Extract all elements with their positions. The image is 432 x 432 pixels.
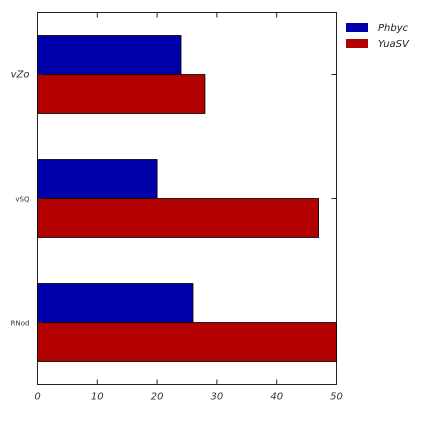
bar-YuaSV-RNod bbox=[37, 322, 337, 362]
y-tick-label: RNod bbox=[11, 320, 30, 328]
legend-swatch-series-1 bbox=[346, 23, 368, 32]
legend-label-series-2: YuaSV bbox=[378, 39, 410, 50]
x-tick-label: 30 bbox=[211, 392, 224, 403]
y-axis: vZo vSQ RNod bbox=[11, 70, 337, 328]
bar-Phbyc-RNod bbox=[37, 283, 194, 323]
x-tick-label: 20 bbox=[151, 392, 164, 403]
bars-layer bbox=[37, 35, 337, 362]
legend: Phbyc YuaSV bbox=[346, 23, 410, 50]
bar-YuaSV-vSQ bbox=[37, 198, 319, 238]
bar-YuaSV-vZo bbox=[37, 74, 206, 114]
legend-swatch-series-2 bbox=[346, 39, 368, 48]
x-tick-label: 50 bbox=[330, 392, 343, 403]
x-axis: 0 10 20 30 40 50 bbox=[34, 12, 343, 403]
legend-label-series-1: Phbyc bbox=[378, 23, 409, 34]
bar-Phbyc-vSQ bbox=[37, 159, 158, 199]
y-tick-label: vZo bbox=[11, 70, 30, 81]
bar-Phbyc-vZo bbox=[37, 35, 182, 75]
x-tick-label: 40 bbox=[270, 392, 283, 403]
x-tick-label: 10 bbox=[91, 392, 104, 403]
x-tick-label: 0 bbox=[34, 392, 40, 403]
y-tick-label: vSQ bbox=[15, 196, 30, 204]
